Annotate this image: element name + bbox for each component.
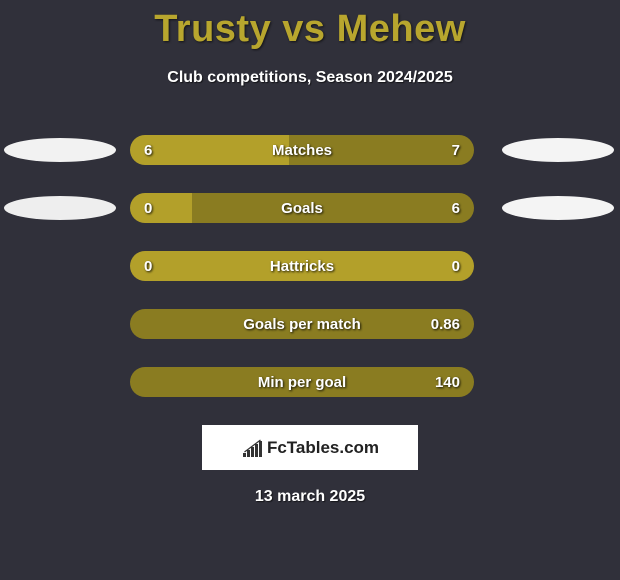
team-right-ellipse — [502, 196, 614, 220]
logo-box: FcTables.com — [202, 425, 418, 470]
stat-bar: 67Matches — [130, 135, 474, 165]
bar-label: Goals per match — [130, 309, 474, 339]
bar-chart-icon — [241, 439, 263, 457]
bar-label: Goals — [130, 193, 474, 223]
stat-row: 06Goals — [0, 185, 620, 231]
stat-bars-container: 67Matches 06Goals 00Hattricks 0.86Goals per… — [0, 127, 620, 405]
date-line: 13 march 2025 — [0, 488, 620, 506]
stat-bar: 140Min per goal — [130, 367, 474, 397]
logo-text: FcTables.com — [267, 438, 379, 458]
stat-row: 0.86Goals per match — [0, 301, 620, 347]
page-title: Trusty vs Mehew — [0, 0, 620, 51]
stat-row: 140Min per goal — [0, 359, 620, 405]
team-left-ellipse — [4, 196, 116, 220]
stat-bar: 0.86Goals per match — [130, 309, 474, 339]
bar-label: Matches — [130, 135, 474, 165]
team-right-ellipse — [502, 138, 614, 162]
stat-row: 67Matches — [0, 127, 620, 173]
subtitle: Club competitions, Season 2024/2025 — [0, 69, 620, 87]
bar-label: Min per goal — [130, 367, 474, 397]
bar-label: Hattricks — [130, 251, 474, 281]
stat-bar: 00Hattricks — [130, 251, 474, 281]
stat-bar: 06Goals — [130, 193, 474, 223]
team-left-ellipse — [4, 138, 116, 162]
stat-row: 00Hattricks — [0, 243, 620, 289]
